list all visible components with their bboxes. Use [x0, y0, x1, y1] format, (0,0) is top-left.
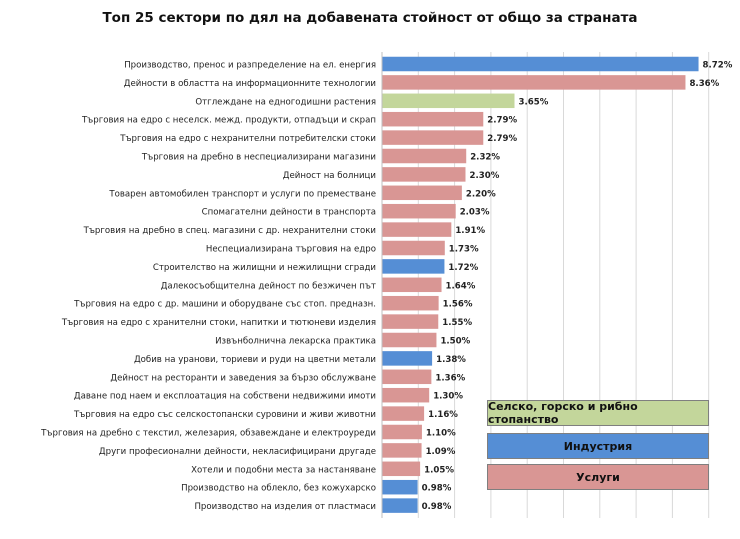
category-label: Даване под наем и експлоатация на собств…: [74, 392, 376, 402]
data-label: 1.30%: [433, 392, 463, 402]
bar: [382, 479, 418, 495]
data-label: 0.98%: [422, 502, 452, 512]
data-label: 1.09%: [426, 447, 456, 457]
bar: [382, 130, 484, 145]
category-label: Търговия на дребно в неспециализирани ма…: [141, 153, 376, 163]
category-label: Търговия на едро с хранителни стоки, нап…: [61, 318, 376, 328]
category-label: Отглеждане на едногодишни растения: [195, 97, 376, 107]
bar: [382, 167, 466, 182]
category-label: Дейност на ресторанти и заведения за бър…: [110, 373, 376, 383]
chart-title: Топ 25 сектори по дял на добавената стой…: [102, 10, 638, 26]
bar: [382, 498, 418, 513]
data-label: 1.73%: [449, 245, 479, 255]
bar: [382, 75, 686, 90]
data-label: 1.72%: [448, 263, 478, 273]
data-label: 1.38%: [436, 355, 466, 365]
data-label: 2.20%: [466, 189, 496, 199]
bar: [382, 185, 462, 201]
bar: [382, 461, 421, 477]
category-label: Търговия на едро с неселск. межд. продук…: [81, 116, 376, 126]
legend-item-industry: Индустрия: [487, 433, 709, 459]
bar: [382, 424, 422, 440]
data-label: 1.56%: [443, 300, 473, 310]
category-label: Далекосъобщителна дейност по безжичен пъ…: [161, 281, 376, 291]
bar: [382, 277, 442, 293]
data-label: 1.05%: [424, 465, 454, 475]
bar: [382, 351, 433, 366]
data-label: 1.50%: [440, 337, 470, 347]
data-label: 3.65%: [518, 97, 548, 107]
bar: [382, 240, 445, 256]
bar: [382, 203, 456, 219]
category-label: Производство, пренос и разпределение на …: [124, 61, 376, 71]
category-label: Търговия на дребно в спец. магазини с др…: [83, 226, 376, 236]
data-label: 1.36%: [435, 373, 465, 383]
data-label: 2.79%: [487, 134, 517, 144]
data-label: 1.91%: [455, 226, 485, 236]
bar: [382, 148, 467, 164]
category-label: Търговия на дребно с текстил, железария,…: [40, 429, 376, 439]
category-label: Търговия на едро със селскостопански сур…: [73, 410, 376, 420]
bar: [382, 222, 452, 237]
data-label: 0.98%: [422, 484, 452, 494]
data-label: 2.03%: [460, 208, 490, 218]
data-label: 1.64%: [446, 281, 476, 291]
category-label: Търговия на едро с др. машини и оборудва…: [73, 300, 376, 310]
bar: [382, 369, 432, 385]
data-label: 1.16%: [428, 410, 458, 420]
data-label: 2.79%: [487, 116, 517, 126]
bar: [382, 93, 515, 109]
legend-item-agriculture: Селско, горско и рибно стопанство: [487, 400, 709, 426]
category-label: Други професионални дейности, некласифиц…: [99, 447, 376, 457]
bar: [382, 387, 430, 403]
data-label: 1.10%: [426, 429, 456, 439]
category-label: Дейност на болници: [283, 171, 376, 181]
bar: [382, 295, 439, 311]
category-label: Хотели и подобни места за настаняване: [191, 465, 376, 475]
bar: [382, 406, 425, 421]
bar: [382, 314, 439, 329]
category-label: Търговия на едро с нехранителни потребит…: [119, 134, 376, 144]
category-label: Спомагателни дейности в транспорта: [202, 208, 376, 218]
category-label: Дейности в областта на информационните т…: [124, 79, 376, 89]
legend-item-services: Услуги: [487, 464, 709, 490]
category-label: Добив на уранови, ториеви и руди на цвет…: [134, 355, 376, 365]
bar: [382, 111, 484, 127]
bar: [382, 56, 699, 72]
category-label: Производство на изделия от пластмаси: [194, 502, 376, 512]
category-label: Неспециализирана търговия на едро: [206, 245, 376, 255]
data-label: 2.32%: [470, 153, 500, 163]
bar: [382, 443, 422, 458]
category-label: Производство на облекло, без кожухарско: [181, 484, 376, 494]
category-label: Товарен автомобилен транспорт и услуги п…: [108, 189, 376, 199]
bar: [382, 259, 445, 274]
data-label: 1.55%: [442, 318, 472, 328]
category-label: Строителство на жилищни и нежилищни сгра…: [153, 263, 376, 273]
bar: [382, 332, 437, 348]
data-label: 2.30%: [469, 171, 499, 181]
data-label: 8.36%: [689, 79, 719, 89]
data-label: 8.72%: [703, 61, 733, 71]
category-label: Извънболнична лекарска практика: [215, 337, 376, 347]
